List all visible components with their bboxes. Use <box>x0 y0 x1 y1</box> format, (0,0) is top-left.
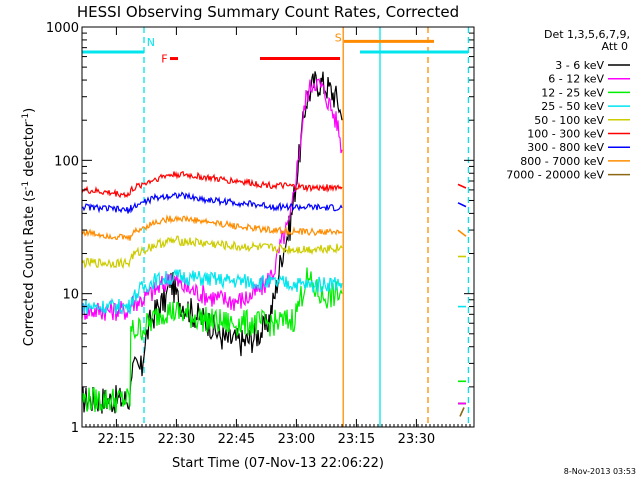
x-tick-label-5: 23:30 <box>398 432 435 447</box>
series-line-6 <box>81 191 343 214</box>
flag-label-n: N <box>147 36 155 49</box>
series-tail-5 <box>457 183 467 189</box>
x-tick-label-1: 22:30 <box>158 432 195 447</box>
axes: 22:15 22:30 22:45 23:00 23:15 23:30 1 10 100 1000 <box>46 21 474 447</box>
series-line-5 <box>81 170 343 199</box>
series-tail-6 <box>457 202 467 208</box>
plot-frame <box>81 26 475 428</box>
legend-label-7: 800 - 7000 keV <box>520 155 604 168</box>
plot-area: NF S <box>81 27 470 427</box>
series-line-7 <box>81 214 343 242</box>
chart-title: HESSI Observing Summary Count Rates, Cor… <box>77 3 459 21</box>
series-line-4 <box>81 235 343 270</box>
y-tick-label-1: 10 <box>62 288 79 303</box>
legend-header: Det 1,3,5,6,7,9, <box>544 28 630 41</box>
series-tail-7 <box>457 229 467 237</box>
series-line-2 <box>81 267 343 413</box>
legend-label-0: 3 - 6 keV <box>555 59 604 72</box>
legend-label-1: 6 - 12 keV <box>548 73 604 86</box>
x-axis-label: Start Time (07-Nov-13 22:06:22) <box>172 456 384 471</box>
x-tick-label-2: 22:45 <box>218 432 255 447</box>
y-tick-label-2: 100 <box>54 154 79 169</box>
legend-label-3: 25 - 50 keV <box>541 100 604 113</box>
legend-label-5: 100 - 300 keV <box>527 128 604 141</box>
series-line-0 <box>81 71 343 414</box>
series-tail-8 <box>459 407 465 417</box>
y-axis-label: Corrected Count Rate (s-1 detector-1) <box>21 108 37 346</box>
flag-label-s: S <box>335 31 342 44</box>
legend-label-8: 7000 - 20000 keV <box>506 169 604 182</box>
flag-label-f: F <box>161 53 167 66</box>
legend-label-4: 50 - 100 keV <box>534 114 604 127</box>
x-tick-label-4: 23:15 <box>338 432 375 447</box>
legend-label-6: 300 - 800 keV <box>527 141 604 154</box>
series-line-1 <box>81 78 343 321</box>
x-tick-label-0: 22:15 <box>98 432 135 447</box>
legend-attenuator: Att 0 <box>602 40 628 53</box>
y-tick-label-3: 1000 <box>46 21 79 36</box>
legend-label-2: 12 - 25 keV <box>541 86 604 99</box>
y-tick-label-0: 1 <box>71 421 79 436</box>
series-line-3 <box>81 268 343 315</box>
x-tick-label-3: 23:00 <box>278 432 315 447</box>
timestamp: 8-Nov-2013 03:53 <box>564 467 636 476</box>
